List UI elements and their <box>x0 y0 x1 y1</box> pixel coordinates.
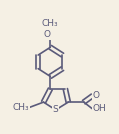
Text: O: O <box>43 30 50 39</box>
Text: OH: OH <box>93 104 106 113</box>
Text: CH₃: CH₃ <box>13 103 29 112</box>
Text: S: S <box>53 105 59 114</box>
Text: CH₃: CH₃ <box>42 19 59 29</box>
Text: O: O <box>93 91 99 100</box>
